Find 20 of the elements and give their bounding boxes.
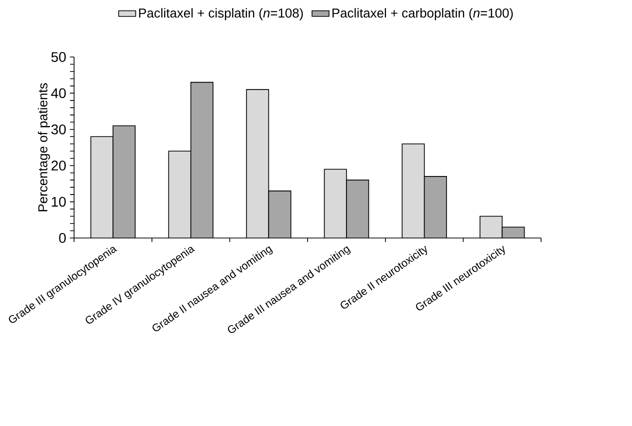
y-tick-label: 30 [51, 124, 66, 134]
y-tick-label: 40 [51, 88, 66, 98]
y-tick-label: 50 [51, 52, 66, 62]
bar [168, 151, 191, 238]
legend-label: Paclitaxel + cisplatin (n=108) [139, 8, 303, 20]
bar [113, 126, 136, 238]
bar [90, 136, 114, 238]
bar [324, 169, 347, 238]
y-tick-label: 0 [59, 233, 66, 243]
legend-label: Paclitaxel + carboplatin (n=100) [332, 8, 513, 20]
y-tick-label: 20 [52, 160, 66, 171]
bar [480, 216, 503, 238]
y-tick-label: 10 [52, 196, 66, 207]
bar [190, 82, 214, 238]
bar [346, 180, 369, 238]
y-axis-title: Percentage of patients [38, 83, 50, 212]
bar [268, 190, 291, 238]
bar [246, 90, 269, 238]
bar [424, 176, 447, 238]
bar [402, 144, 424, 238]
